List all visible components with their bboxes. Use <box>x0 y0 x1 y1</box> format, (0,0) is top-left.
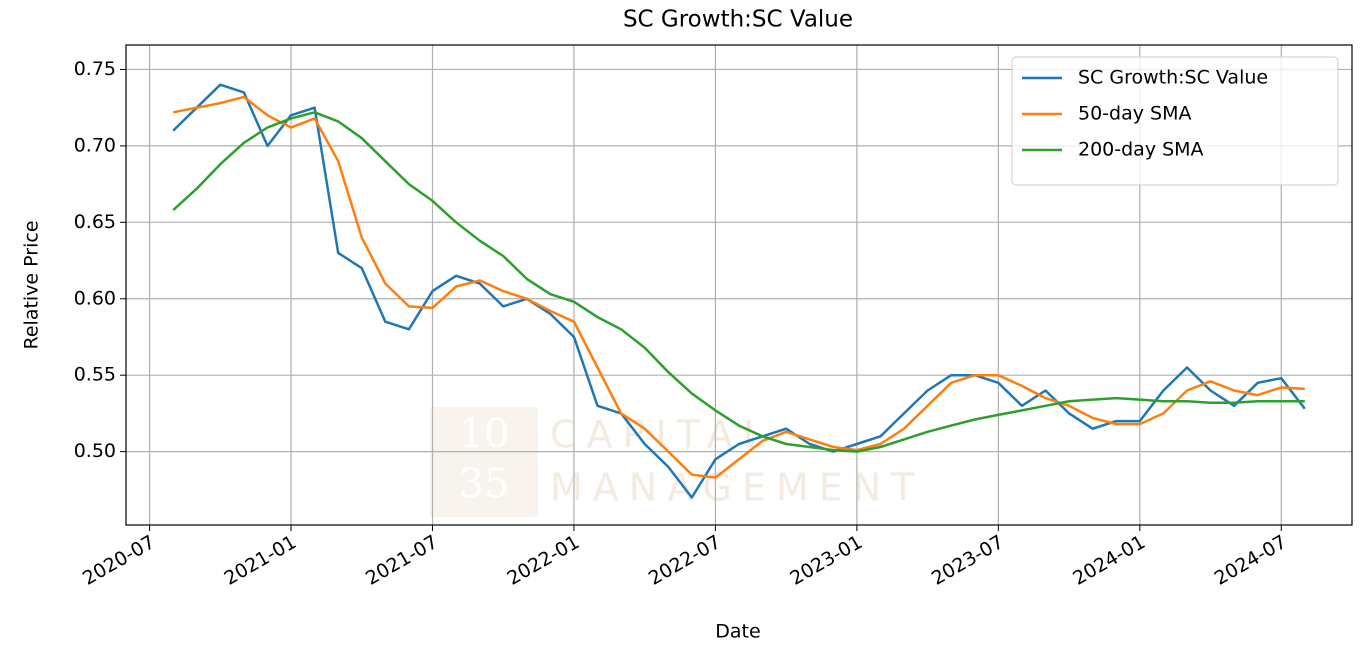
x-tick-label: 2024-07 <box>1211 531 1291 590</box>
x-axis-label: Date <box>715 621 760 643</box>
y-tick-label: 0.70 <box>74 134 116 156</box>
watermark-text: 10 <box>459 411 510 457</box>
legend-label: 200-day SMA <box>1078 139 1204 161</box>
legend-box <box>1011 56 1339 186</box>
watermark-text: MANAGEMENT <box>550 466 924 510</box>
watermark-text: 35 <box>459 461 510 507</box>
series-line <box>172 95 1305 479</box>
x-tick-label: 2023-07 <box>928 531 1008 590</box>
plot-frame <box>125 44 1353 526</box>
x-tick-label: 2021-01 <box>221 531 301 590</box>
y-tick-label: 0.75 <box>74 58 116 80</box>
x-tick-label: 2022-07 <box>645 531 725 590</box>
x-tick-label: 2023-01 <box>786 531 866 590</box>
y-tick-label: 0.60 <box>74 287 116 309</box>
x-tick-label: 2021-07 <box>362 531 442 590</box>
series-line <box>172 83 1306 499</box>
y-tick-label: 0.50 <box>74 440 116 462</box>
watermark-box <box>430 407 538 517</box>
y-tick-label: 0.65 <box>74 211 116 233</box>
chart-title: SC Growth:SC Value <box>623 7 853 33</box>
y-axis-label: Relative Price <box>21 220 43 349</box>
legend-label: 50-day SMA <box>1078 103 1191 125</box>
series-line <box>172 111 1305 453</box>
x-tick-label: 2020-07 <box>79 531 159 590</box>
watermark-text: CAPITAL <box>550 413 774 457</box>
y-tick-label: 0.55 <box>74 364 116 386</box>
legend-label: SC Growth:SC Value <box>1078 67 1268 89</box>
x-tick-label: 2022-01 <box>503 531 583 590</box>
x-tick-label: 2024-01 <box>1069 531 1149 590</box>
